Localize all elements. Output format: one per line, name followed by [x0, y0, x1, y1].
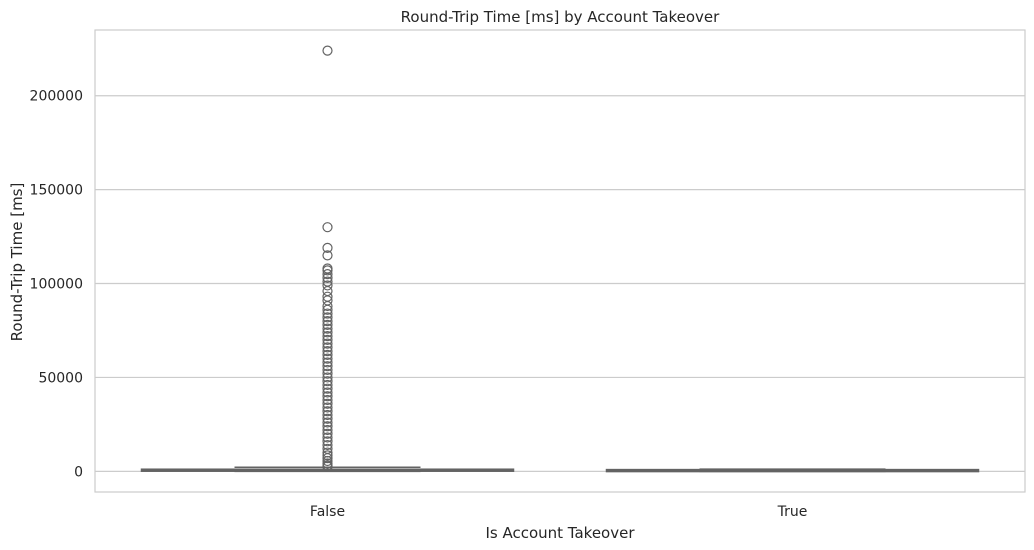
- y-axis: 0 50000 100000 150000 200000: [30, 89, 83, 481]
- outlier-point: [322, 327, 333, 338]
- outlier-point: [322, 364, 333, 376]
- outlier-point: [322, 372, 333, 383]
- outlier-point: [322, 272, 333, 284]
- outlier-point: [322, 342, 333, 353]
- outlier-point: [322, 424, 333, 436]
- outlier-point: [322, 409, 333, 421]
- outlier-point: [322, 45, 333, 56]
- y-tick-label: 0: [74, 464, 83, 480]
- box-true: [605, 468, 980, 473]
- outlier-point: [322, 353, 333, 364]
- outlier-point: [322, 331, 333, 342]
- outlier-point: [322, 461, 333, 472]
- outlier-point: [322, 453, 333, 464]
- outlier-point: [322, 436, 333, 447]
- outlier-point: [322, 242, 333, 253]
- outlier-point: [322, 413, 333, 424]
- outlier-point: [322, 421, 333, 432]
- outlier-point: [322, 406, 333, 417]
- y-tick-label: 50000: [38, 370, 83, 386]
- outlier-point: [322, 361, 333, 372]
- outlier-point: [322, 222, 333, 233]
- outlier-point: [322, 346, 333, 357]
- outlier-point: [322, 280, 333, 291]
- outlier-point: [322, 319, 333, 330]
- outlier-point: [322, 402, 333, 413]
- outlier-point: [322, 383, 333, 394]
- outlier-point: [322, 300, 333, 312]
- x-tick-label: False: [310, 504, 345, 520]
- outlier-point: [322, 304, 333, 315]
- chart-title: Round-Trip Time [ms] by Account Takeover: [401, 8, 720, 26]
- outlier-point: [322, 450, 333, 461]
- outlier-point: [322, 391, 333, 402]
- y-axis-label: Round-Trip Time [ms]: [8, 183, 26, 342]
- outlier-point: [322, 398, 333, 409]
- outlier-point: [322, 455, 333, 467]
- outlier-point: [322, 432, 333, 443]
- x-tick-label: True: [777, 504, 808, 520]
- box-false: [140, 45, 515, 473]
- boxes: [140, 45, 980, 473]
- outlier-point: [322, 265, 333, 276]
- outlier-point: [322, 417, 333, 428]
- x-axis: False True: [310, 504, 807, 520]
- outlier-point: [322, 334, 333, 345]
- y-tick-label: 200000: [30, 89, 83, 105]
- outlier-point: [322, 338, 333, 349]
- outlier-point: [322, 387, 333, 398]
- outlier-point: [322, 376, 333, 387]
- outlier-point: [322, 379, 333, 391]
- y-tick-label: 100000: [30, 277, 83, 293]
- outlier-point: [322, 312, 333, 323]
- y-tick-label: 150000: [30, 183, 83, 199]
- outlier-point: [322, 357, 333, 368]
- outlier-point: [322, 269, 333, 280]
- outlier-point: [322, 323, 333, 334]
- outlier-point: [322, 428, 333, 439]
- plot-area: [94, 29, 1026, 493]
- grid-lines: [95, 95, 1025, 472]
- outlier-point: [322, 394, 333, 406]
- outlier-point: [322, 250, 333, 261]
- outlier-point: [322, 349, 333, 361]
- outlier-point: [322, 308, 333, 319]
- outlier-point: [322, 368, 333, 379]
- outlier-point: [322, 439, 333, 451]
- outlier-point: [322, 315, 333, 327]
- x-axis-label: Is Account Takeover: [485, 524, 635, 542]
